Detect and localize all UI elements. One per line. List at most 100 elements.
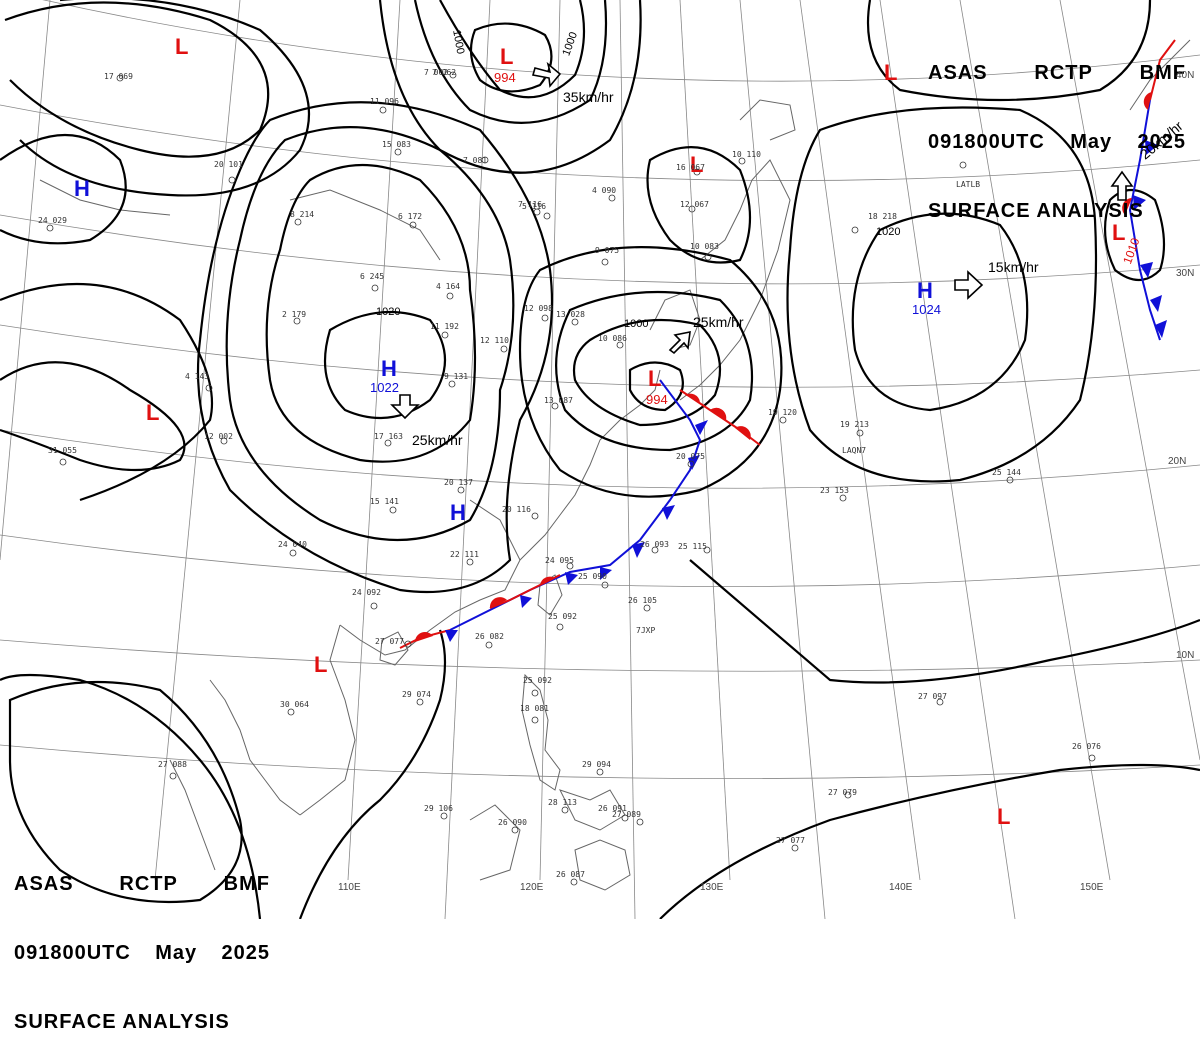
coast-china	[339, 499, 521, 656]
low-marker: L	[175, 34, 189, 59]
station-plot: 24 095	[545, 556, 574, 565]
station-plot: 31 055	[48, 446, 77, 455]
warm-front-bump	[710, 407, 727, 420]
station-plot: 8 214	[290, 210, 315, 219]
title-center: RCTP	[1034, 62, 1093, 84]
coast-hokkaido	[739, 99, 796, 141]
cold-front-barb	[695, 420, 708, 435]
station-markers	[46, 71, 1096, 886]
station-plot: 7 081	[463, 156, 488, 165]
isobar-eastchina-994	[628, 361, 684, 412]
isobar-japan-low	[646, 146, 752, 264]
coast-taiwan	[537, 574, 563, 616]
cold-front-barb	[662, 505, 675, 520]
lon-label-120e: 120E	[520, 882, 544, 893]
isobar-label: 1020	[876, 226, 901, 238]
isobar-label: 1020	[376, 306, 401, 318]
station-plot: 27 077	[375, 637, 404, 646]
title-code: BMF	[223, 873, 270, 895]
station-plot: 10 086	[598, 334, 627, 343]
isobar-west-low	[0, 361, 186, 472]
station-plot: 10 083	[690, 242, 719, 251]
station-plot: 15 083	[382, 140, 411, 149]
high-pressure-value: 1024	[912, 302, 941, 317]
station-plot: 7 062	[432, 68, 457, 77]
coast-vietnam	[299, 624, 356, 816]
isobar-east-high-1020	[786, 106, 1098, 483]
station-plot: 29 094	[582, 760, 611, 769]
lon-line-155e	[1059, 0, 1200, 761]
title-row-2: 091800UTC May 2025	[928, 131, 1186, 154]
coast-malay	[169, 759, 216, 871]
station-plot: 6 172	[398, 212, 423, 221]
station-plot: 23 153	[820, 486, 849, 495]
lat-line-15n	[0, 534, 1200, 587]
lat-line-20n	[0, 429, 1200, 489]
warm-front-bump	[1143, 92, 1152, 110]
station-plot: 26 082	[475, 632, 504, 641]
cold-front-barb	[1145, 140, 1158, 155]
station-plot: 6 245	[360, 272, 385, 281]
isobar-ne-small-low	[1103, 188, 1166, 282]
title-row-2: 091800UTC May 2025	[14, 942, 270, 965]
isobar-pacific-south	[659, 763, 1200, 919]
isobar-pacific-mid	[689, 559, 1200, 684]
cold-front-barb	[1155, 320, 1167, 338]
isobar-label: 1000	[624, 318, 649, 330]
station-plot: 4 164	[436, 282, 461, 291]
station-plot: 2 179	[282, 310, 307, 319]
title-month: May	[155, 942, 198, 964]
isobar-mongolia-1008	[196, 101, 554, 594]
station-plot: 20 101	[214, 160, 243, 169]
lat-label-40n: 40N	[1176, 70, 1195, 81]
title-product: ASAS	[14, 873, 74, 895]
cold-front-barb	[632, 542, 645, 558]
motion-arrow-north-low	[531, 61, 562, 88]
title-row-3: SURFACE ANALYSIS	[928, 200, 1144, 222]
station-plot: 29 106	[424, 804, 453, 813]
cold-front-ne	[1128, 99, 1161, 341]
station-plot: 28 113	[548, 798, 577, 807]
lon-label-130e: 130E	[700, 882, 724, 893]
high-pressure-value: 1022	[370, 380, 399, 395]
warm-front-bump	[735, 426, 751, 440]
motion-arrow-eastchina-low	[668, 330, 691, 355]
station-id: LAQN7	[842, 446, 867, 455]
front-symbols	[415, 92, 1167, 642]
station-plot: 10 110	[732, 150, 761, 159]
station-plot: 27 088	[158, 760, 187, 769]
station-plot: 11 096	[370, 97, 399, 106]
lat-line-30n	[0, 214, 1200, 285]
station-plot: 26 076	[1072, 742, 1101, 751]
isobars	[0, 0, 1200, 919]
station-plot: 13 028	[556, 310, 585, 319]
isobar-north-low-1008	[378, 0, 642, 174]
isobar-south-trough	[0, 673, 262, 919]
lat-line-35n	[0, 104, 1200, 181]
isobar-mongolia-1020	[323, 310, 447, 420]
isobar-north-low-994	[469, 22, 553, 93]
station-plot: 13 087	[544, 396, 573, 405]
station-plot: 22 111	[450, 550, 479, 559]
isobar-nw-outer	[19, 0, 311, 197]
lon-label-110e: 110E	[338, 882, 361, 893]
station-plot: 4 090	[592, 186, 617, 195]
motion-arrow-ne-low	[1110, 170, 1134, 201]
station-plot: 11 192	[430, 322, 459, 331]
high-marker: H	[74, 176, 90, 201]
title-row-1: ASAS RCTP BMF	[928, 62, 1186, 85]
warm-front-bump	[540, 576, 555, 585]
lat-label-10n: 10N	[1176, 650, 1195, 661]
lon-line-140e	[799, 0, 921, 881]
low-marker: L	[500, 44, 514, 69]
isobar-mongolia-1012	[225, 126, 515, 541]
lon-label-150e: 150E	[1080, 882, 1104, 893]
title-center: RCTP	[119, 873, 178, 895]
low-marker: L	[884, 60, 898, 85]
isobar-ne-low	[866, 0, 1152, 102]
coast-indochina	[209, 679, 301, 816]
motion-speed-label: 35km/hr	[563, 89, 614, 105]
isobar-eastchina-1008	[518, 246, 783, 498]
cold-front-barb	[1140, 262, 1153, 278]
coast-japan	[679, 159, 791, 401]
